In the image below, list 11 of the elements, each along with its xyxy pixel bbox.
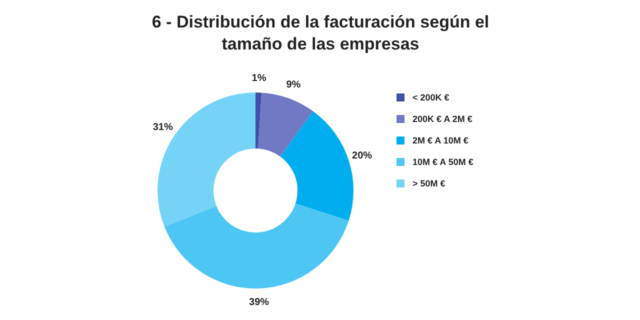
data-label: 31% (152, 122, 173, 134)
data-label: 1% (252, 73, 266, 84)
legend-label: 200K € A 2M € (412, 114, 472, 124)
legend-label: 10M € A 50M € (412, 157, 474, 167)
data-label: 9% (286, 80, 301, 91)
legend-label: 2M € A 10M € (412, 136, 468, 146)
legend-label: < 200K € (412, 92, 450, 102)
data-label: 20% (352, 150, 372, 162)
data-label: 39% (249, 296, 270, 308)
chart-title: 6 - Distribución de la facturación según el tamaño de las empresas (152, 12, 490, 54)
legend-label: > 50M € (412, 178, 446, 188)
